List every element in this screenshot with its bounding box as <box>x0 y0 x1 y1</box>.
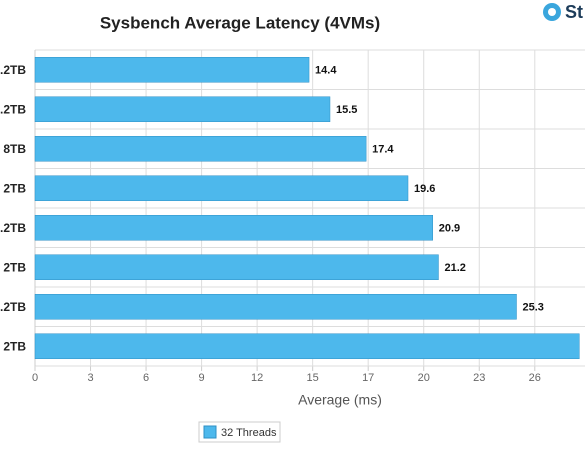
value-label: 14.4 <box>315 65 337 77</box>
x-axis-title: Average (ms) <box>298 392 382 408</box>
value-label: 20.9 <box>439 223 460 235</box>
x-tick-label: 23 <box>473 372 485 384</box>
logo: St <box>565 2 583 22</box>
x-tick-label: 9 <box>199 372 205 384</box>
x-tick-label: 26 <box>529 372 541 384</box>
legend-swatch <box>203 425 217 439</box>
y-tick-label: 8TB <box>3 142 26 156</box>
bar <box>34 175 409 201</box>
logo-icon-inner <box>548 8 556 16</box>
bar <box>34 136 367 162</box>
value-label: 15.5 <box>336 104 357 116</box>
value-label: 21.2 <box>444 262 465 274</box>
legend-box <box>198 421 281 443</box>
bar <box>34 254 439 280</box>
x-tick-label: 6 <box>143 372 149 384</box>
y-tick-label: .2TB <box>0 63 26 77</box>
bar <box>34 96 331 122</box>
bar <box>34 57 310 83</box>
bar <box>34 294 517 320</box>
y-tick-label: .2TB <box>0 221 26 235</box>
value-label: 25.3 <box>522 302 543 314</box>
y-tick-label: 2TB <box>3 181 26 195</box>
bar <box>34 333 580 359</box>
x-tick-label: 3 <box>87 372 93 384</box>
x-tick-label: 15 <box>307 372 319 384</box>
x-tick-label: 12 <box>251 372 263 384</box>
y-tick-label: .2TB <box>0 102 26 116</box>
value-label: 17.4 <box>372 144 394 156</box>
x-tick-label: 17 <box>362 372 374 384</box>
y-tick-label: .2TB <box>0 300 26 314</box>
x-tick-label: 0 <box>32 372 38 384</box>
value-label: 19.6 <box>414 183 435 195</box>
chart-title: Sysbench Average Latency (4VMs) <box>100 13 380 32</box>
legend-label: 32 Threads <box>221 427 277 439</box>
y-tick-label: 2TB <box>3 260 26 274</box>
y-tick-label: 2TB <box>3 339 26 353</box>
bar <box>34 215 434 241</box>
x-tick-label: 20 <box>418 372 430 384</box>
